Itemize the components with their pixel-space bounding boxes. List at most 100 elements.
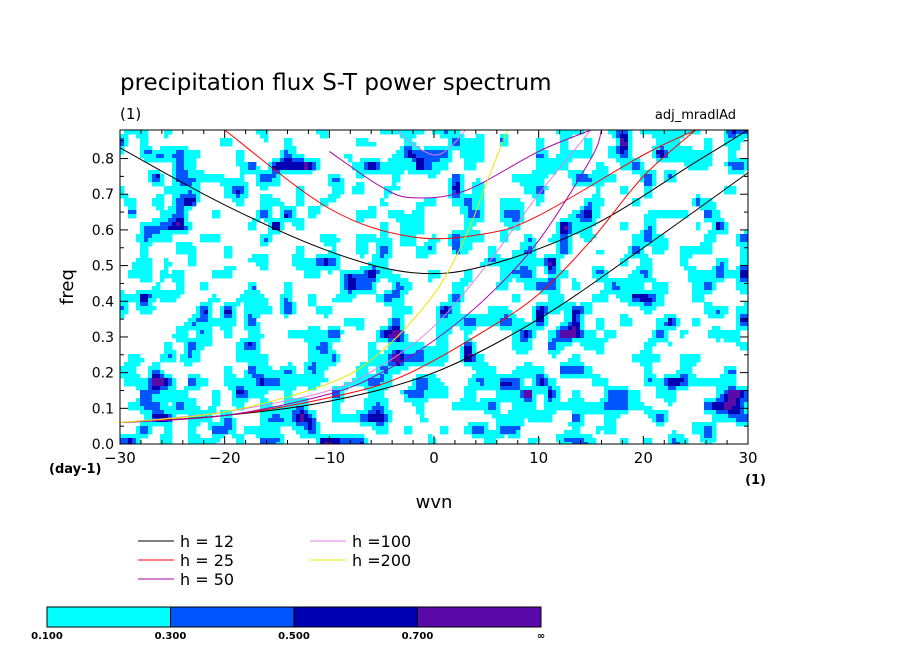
contour-cell	[656, 410, 661, 415]
contour-cell	[728, 170, 733, 175]
contour-cell	[460, 246, 465, 251]
contour-cell	[740, 322, 745, 327]
contour-cell	[332, 174, 337, 179]
contour-cell	[200, 302, 205, 307]
contour-cell	[260, 202, 265, 207]
contour-cell	[668, 178, 673, 183]
contour-cell	[536, 378, 541, 383]
contour-cell	[548, 330, 553, 335]
contour-cell	[580, 334, 585, 339]
contour-cell	[408, 282, 413, 287]
contour-cell	[144, 138, 149, 143]
contour-cell	[532, 174, 537, 179]
contour-cell	[736, 406, 741, 411]
contour-cell	[628, 158, 633, 163]
contour-cell	[536, 374, 541, 379]
contour-cell	[196, 154, 201, 159]
contour-cell	[744, 386, 748, 391]
contour-cell	[660, 294, 665, 299]
contour-cell	[252, 386, 257, 391]
contour-cell	[408, 150, 413, 155]
contour-cell	[588, 142, 593, 147]
contour-cell	[180, 394, 185, 399]
contour-cell	[432, 234, 437, 239]
contour-cell	[132, 214, 137, 219]
contour-cell	[432, 174, 437, 179]
contour-cell	[208, 414, 213, 419]
contour-cell	[732, 386, 737, 391]
contour-cell	[440, 358, 445, 363]
contour-cell	[440, 162, 445, 167]
contour-cell	[412, 154, 417, 159]
contour-cell	[348, 418, 353, 423]
contour-cell	[564, 370, 569, 375]
contour-cell	[320, 346, 325, 351]
contour-cell	[496, 254, 501, 259]
contour-cell	[260, 406, 265, 411]
contour-cell	[552, 394, 557, 399]
contour-cell	[504, 270, 509, 275]
contour-cell	[372, 394, 377, 399]
contour-cell	[360, 218, 365, 223]
contour-cell	[216, 318, 221, 323]
contour-cell	[236, 302, 241, 307]
contour-cell	[396, 274, 401, 279]
contour-cell	[148, 394, 153, 399]
contour-cell	[648, 178, 653, 183]
contour-cell	[360, 290, 365, 295]
contour-cell	[636, 402, 641, 407]
contour-cell	[504, 202, 509, 207]
contour-cell	[648, 374, 653, 379]
contour-cell	[672, 382, 677, 387]
contour-cell	[436, 130, 441, 135]
contour-cell	[532, 406, 537, 411]
contour-cell	[516, 322, 521, 327]
contour-cell	[664, 142, 669, 147]
contour-cell	[652, 306, 657, 311]
contour-cell	[372, 286, 377, 291]
contour-cell	[544, 290, 549, 295]
contour-cell	[572, 314, 577, 319]
contour-cell	[444, 330, 449, 335]
contour-cell	[188, 322, 193, 327]
contour-cell	[512, 378, 517, 383]
contour-cell	[524, 266, 529, 271]
contour-cell	[544, 166, 549, 171]
contour-cell	[180, 406, 185, 411]
contour-cell	[448, 306, 453, 311]
contour-cell	[132, 378, 137, 383]
contour-cell	[192, 386, 197, 391]
contour-cell	[168, 350, 173, 355]
contour-cell	[372, 382, 377, 387]
contour-cell	[524, 286, 529, 291]
contour-cell	[268, 370, 273, 375]
contour-cell	[140, 278, 145, 283]
contour-cell	[332, 186, 337, 191]
contour-cell	[372, 158, 377, 163]
contour-cell	[420, 150, 425, 155]
contour-cell	[244, 386, 249, 391]
contour-cell	[256, 306, 261, 311]
contour-cell	[548, 406, 553, 411]
contour-cell	[540, 278, 545, 283]
contour-cell	[184, 202, 189, 207]
contour-cell	[660, 318, 665, 323]
contour-cell	[524, 334, 529, 339]
contour-cell	[588, 406, 593, 411]
contour-cell	[308, 370, 313, 375]
contour-cell	[464, 226, 469, 231]
contour-cell	[428, 390, 433, 395]
contour-cell	[504, 274, 509, 279]
contour-cell	[464, 338, 469, 343]
contour-cell	[576, 362, 581, 367]
contour-cell	[524, 346, 529, 351]
contour-cell	[160, 274, 165, 279]
contour-cell	[440, 350, 445, 355]
contour-cell	[436, 346, 441, 351]
contour-cell	[556, 326, 561, 331]
contour-cell	[316, 310, 321, 315]
contour-cell	[180, 190, 185, 195]
contour-cell	[440, 338, 445, 343]
contour-cell	[508, 318, 513, 323]
contour-cell	[328, 266, 333, 271]
